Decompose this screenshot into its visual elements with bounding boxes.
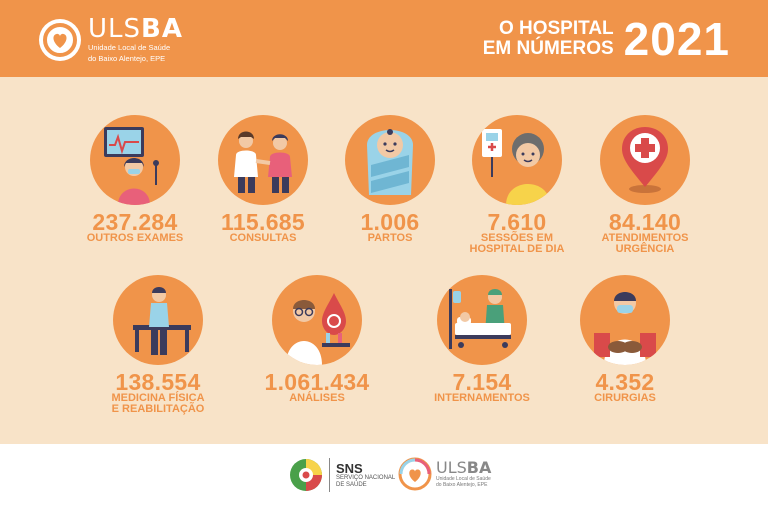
stat-medicina-fisica: 138.554 MEDICINA FÍSICA E REABILITAÇÃO <box>73 275 243 415</box>
stat-circle <box>90 115 180 205</box>
day-hospital-icon <box>482 129 550 205</box>
sns-logo: SNS SERVIÇO NACIONAL DE SAÚDE <box>289 458 395 492</box>
stat-hospital-de-dia: 7.610 SESSÕES EM HOSPITAL DE DIA <box>432 115 602 255</box>
sns-subtitle: SERVIÇO NACIONAL DE SAÚDE <box>336 474 396 488</box>
stat-circle <box>218 115 308 205</box>
stat-label: PARTOS <box>367 232 413 244</box>
stat-value: 237.284 <box>92 209 178 235</box>
headline: O HOSPITAL EM NÚMEROS 2021 <box>483 16 730 62</box>
surgeon-icon <box>594 292 656 365</box>
stat-circle <box>580 275 670 365</box>
headline-line-1: O HOSPITAL <box>498 18 614 39</box>
ulsba-logo: ULSBA Unidade Local de Saúde do Baixo Al… <box>38 16 183 63</box>
stat-label: ANÁLISES <box>289 392 345 404</box>
headline-line-2: EM NÚMEROS <box>482 38 614 59</box>
stat-consultas: 115.685 CONSULTAS <box>178 115 348 244</box>
stat-analises: 1.061.434 ANÁLISES <box>232 275 402 404</box>
logo-subtitle-1: Unidade Local de Saúde <box>88 43 171 52</box>
exam-monitor-icon <box>104 127 159 205</box>
footer-ulsba-subtitle: Unidade Local de Saúde do Baixo Alentejo… <box>436 476 491 488</box>
stat-label: INTERNAMENTOS <box>434 392 530 404</box>
stat-label: CIRURGIAS <box>594 392 656 404</box>
stat-label: SESSÕES EM HOSPITAL DE DIA <box>469 232 565 255</box>
stat-outros-exames: 237.284 OUTROS EXAMES <box>50 115 220 244</box>
ulsba-heart-icon <box>39 18 81 61</box>
stat-circle <box>272 275 362 365</box>
stat-circle <box>345 115 435 205</box>
stat-value: 115.685 <box>221 209 305 235</box>
sns-divider <box>329 458 330 492</box>
stat-value: 84.140 <box>608 209 682 235</box>
ulsba-footer-heart-icon <box>398 457 432 491</box>
footer: SNS SERVIÇO NACIONAL DE SAÚDE ULSBA Unid… <box>0 444 768 511</box>
logo-subtitle-2: do Baixo Alentejo, EPE <box>88 53 166 63</box>
sns-emblem-icon <box>290 459 322 491</box>
hospital-bed-icon <box>449 289 511 349</box>
consultation-icon <box>234 131 292 193</box>
stat-circle <box>437 275 527 365</box>
stat-value: 138.554 <box>115 369 201 395</box>
stat-label: OUTROS EXAMES <box>86 232 184 244</box>
baby-icon <box>367 129 413 195</box>
rehabilitation-icon <box>133 287 191 355</box>
stat-value: 4.352 <box>595 369 655 395</box>
sns-name: SNS <box>336 460 363 476</box>
footer-ulsba-name: ULSBA <box>436 458 492 477</box>
stat-circle <box>600 115 690 205</box>
lab-analysis-icon <box>286 293 350 365</box>
stat-value: 1.061.434 <box>264 369 370 395</box>
footer-ulsba-logo: ULSBA Unidade Local de Saúde do Baixo Al… <box>398 457 491 491</box>
stat-atendimentos-urgencia: 84.140 ATENDIMENTOS URGÊNCIA <box>560 115 730 255</box>
stat-value: 7.610 <box>487 209 547 235</box>
logo-name: ULSBA <box>88 14 183 44</box>
stat-label: ATENDIMENTOS URGÊNCIA <box>601 232 689 255</box>
headline-year: 2021 <box>623 13 730 65</box>
stat-circle <box>472 115 562 205</box>
stat-label: CONSULTAS <box>229 232 297 244</box>
stat-internamentos: 7.154 INTERNAMENTOS <box>397 275 567 404</box>
stat-circle <box>113 275 203 365</box>
header-banner: ULSBA Unidade Local de Saúde do Baixo Al… <box>0 0 768 77</box>
stat-value: 1.006 <box>360 209 420 235</box>
stat-cirurgias: 4.352 CIRURGIAS <box>540 275 710 404</box>
emergency-pin-icon <box>622 127 668 193</box>
stat-value: 7.154 <box>452 369 512 395</box>
stat-label: MEDICINA FÍSICA E REABILITAÇÃO <box>111 392 205 415</box>
stat-partos: 1.006 PARTOS <box>305 115 475 244</box>
